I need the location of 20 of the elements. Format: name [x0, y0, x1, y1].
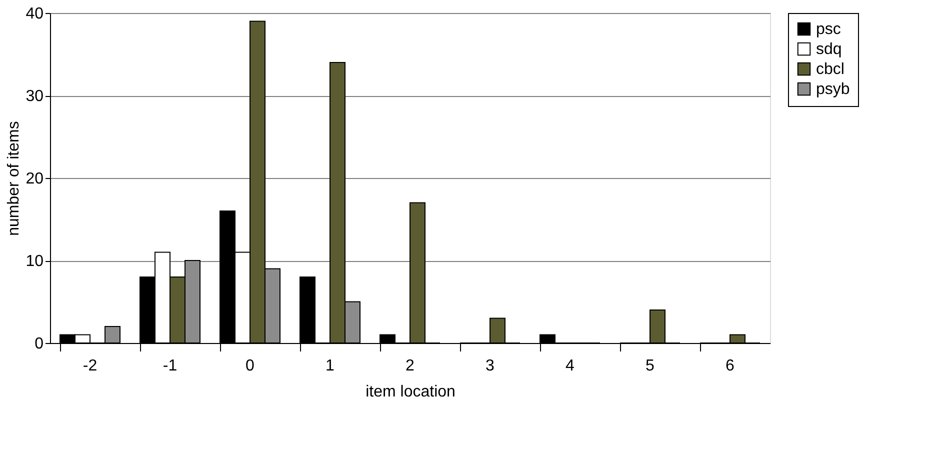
x-axis-title: item location [366, 384, 456, 400]
x-tick-label: 0 [246, 358, 255, 374]
x-tick-label: 5 [646, 358, 655, 374]
x-tick-label: 6 [726, 358, 735, 374]
x-tick-label: -2 [82, 358, 98, 374]
y-tick-label: 40 [26, 6, 44, 22]
legend-label: psyb [816, 81, 850, 98]
legend-label: psc [816, 21, 841, 38]
legend-label: cbcl [816, 61, 844, 78]
x-tick-label: 4 [566, 358, 575, 374]
legend-label: sdq [816, 41, 842, 58]
y-tick-label: 30 [26, 88, 44, 105]
x-tick-label: -1 [162, 358, 178, 374]
x-tick-label: 2 [406, 358, 415, 374]
y-tick-label: 10 [26, 253, 44, 270]
x-tick-label: 1 [326, 358, 335, 374]
y-axis-title: number of items [6, 121, 23, 236]
x-tick-label: 3 [486, 358, 495, 374]
y-tick-label: 20 [26, 170, 44, 188]
y-tick-label: 0 [34, 336, 44, 352]
